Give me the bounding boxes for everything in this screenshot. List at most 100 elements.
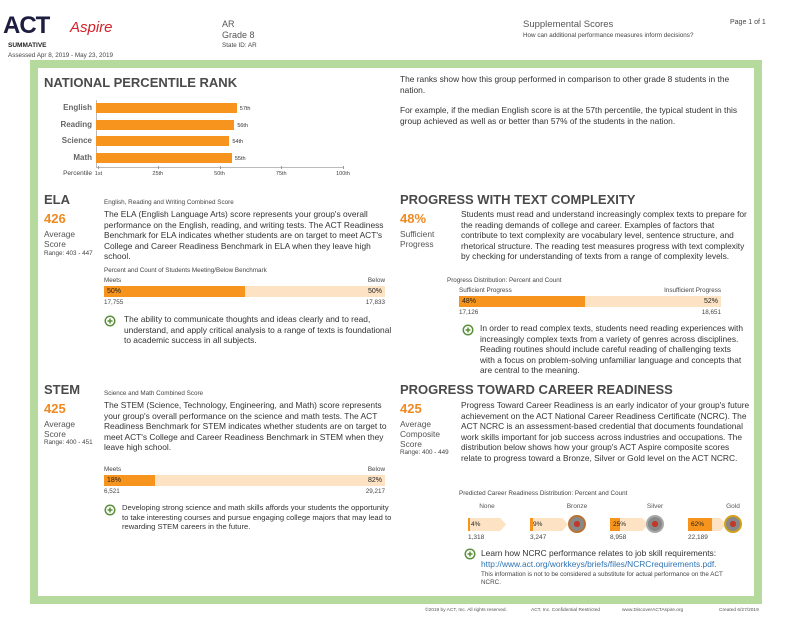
tick-mark <box>343 166 344 169</box>
plus-icon <box>104 315 116 327</box>
bar-value: 50% <box>107 288 122 295</box>
bar <box>96 119 235 130</box>
grade: Grade 8 <box>222 30 255 40</box>
level-value: 4% <box>471 521 481 528</box>
page-number: Page 1 of 1 <box>730 19 766 26</box>
content-frame <box>30 60 762 604</box>
level-count: 3,247 <box>530 534 547 541</box>
score: 48% <box>400 211 427 226</box>
bar-count: 29,217 <box>365 488 385 495</box>
plus-icon <box>464 548 476 560</box>
score-range: Range: 403 - 447 <box>44 250 93 257</box>
bar-value: 18% <box>107 477 122 484</box>
level-count: 8,958 <box>610 534 627 541</box>
tick-label: 1st <box>94 171 103 177</box>
paragraph: For example, if the median English score… <box>400 105 738 126</box>
score-range: Range: 400 - 451 <box>44 439 93 446</box>
medal <box>646 515 664 533</box>
bar <box>96 103 237 113</box>
value-label: 54th <box>232 139 244 146</box>
section-question: How can additional performance measures … <box>523 32 694 39</box>
section-title: PROGRESS WITH TEXT COMPLEXITY <box>400 192 636 207</box>
level-name: Bronze <box>566 503 588 510</box>
level-bar <box>468 518 470 531</box>
bar-value: 50% <box>367 288 382 295</box>
score-label: Average Score <box>44 229 76 249</box>
medal <box>568 515 586 533</box>
disclaimer: This information is not to be considered… <box>481 571 723 586</box>
bar-count: 17,833 <box>365 299 385 306</box>
tick-label: 50th <box>214 171 225 177</box>
footer-confidential: ACT, Inc. Confidential Restricted <box>531 608 601 613</box>
bar-label-left: Sufficient Progress <box>459 287 512 294</box>
bar-segment <box>104 475 155 486</box>
bar-count: 17,126 <box>459 309 479 316</box>
bar-segment <box>104 286 245 297</box>
tick-label: 75th <box>275 171 287 177</box>
level-value: 9% <box>533 521 543 528</box>
tick-mark <box>98 166 100 169</box>
bar-segment <box>154 475 385 486</box>
note: Learn how NCRC performance relates to jo… <box>481 548 717 558</box>
bar-segment <box>584 296 721 307</box>
footer-website: www.DiscoverACTAspire.org <box>622 608 684 613</box>
plus-icon <box>104 504 116 516</box>
bar-label-left: Meets <box>104 466 122 473</box>
value-label: 56th <box>237 122 249 129</box>
bar-segment <box>244 286 385 297</box>
paragraph: The ranks show how this group performed … <box>400 74 730 95</box>
section-title: Supplemental Scores <box>523 19 614 30</box>
medal <box>724 515 742 533</box>
bar-label-left: Meets <box>104 277 122 284</box>
subject-label: Reading <box>60 119 92 129</box>
level-arrow <box>530 518 568 531</box>
bar-segment <box>459 296 585 307</box>
bar <box>96 153 232 164</box>
bar-label-right: Below <box>367 466 385 473</box>
value-label: 57th <box>239 106 251 112</box>
note: Developing strong science and math skill… <box>122 503 392 531</box>
test-name: SUMMATIVE <box>8 42 47 49</box>
state: AR <box>222 19 235 29</box>
bar-count: 6,521 <box>104 488 120 495</box>
tick-mark <box>281 166 283 169</box>
subject-label: English <box>63 103 92 112</box>
score: 426 <box>44 211 66 226</box>
value-label: 55th <box>234 156 246 163</box>
tick-mark <box>219 166 221 169</box>
section-title: ELA <box>44 192 70 207</box>
tick-label: 25th <box>152 171 164 177</box>
level-bar <box>688 518 712 531</box>
paragraph: The STEM (Science, Technology, Engineeri… <box>104 400 387 453</box>
note: In order to read complex texts, students… <box>480 323 744 376</box>
level-name: Gold <box>726 503 740 510</box>
footer-copyright: ©2019 by ACT, Inc. All rights reserved. <box>425 608 507 613</box>
level-name: None <box>479 503 495 510</box>
level-value: 25% <box>613 521 627 528</box>
bar-value: 48% <box>462 298 477 305</box>
axis-label: Percentile <box>63 170 92 177</box>
tick-mark <box>157 166 159 169</box>
paragraph: Students must read and understand increa… <box>461 209 747 262</box>
score-label: Average Score <box>44 419 76 439</box>
level-value: 62% <box>691 521 705 528</box>
bar-value: 82% <box>367 477 382 484</box>
plus-icon <box>462 324 474 336</box>
level-bar <box>610 518 620 531</box>
subject-label: Math <box>73 153 92 163</box>
link[interactable]: http://www.act.org/workkeys/briefs/files… <box>481 559 717 569</box>
subject-label: Science <box>61 136 92 146</box>
footer-created: Created 6/27/2019 <box>719 608 759 613</box>
note: The ability to communicate thoughts and … <box>124 314 392 346</box>
bar <box>96 136 230 147</box>
level-arrow <box>610 518 648 531</box>
paragraph: The ELA (English Language Arts) score re… <box>104 209 384 262</box>
bar-label-right: Below <box>367 277 385 284</box>
score-label: Sufficient Progress <box>400 229 435 249</box>
score-label: Average Composite Score <box>400 419 441 449</box>
level-arrow <box>468 518 506 531</box>
level-bar <box>530 518 534 531</box>
